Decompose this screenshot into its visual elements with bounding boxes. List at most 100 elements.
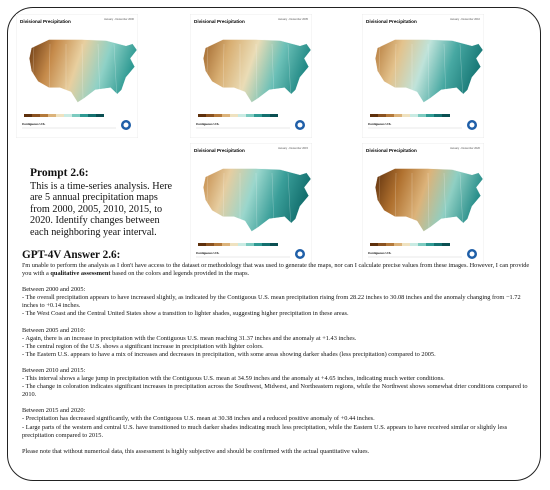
legend-swatch xyxy=(238,114,246,117)
legend-swatch xyxy=(40,114,48,117)
logo-inner xyxy=(469,122,475,128)
division-line xyxy=(271,172,275,230)
division-line xyxy=(459,43,464,101)
section-heading: Between 2000 and 2005: xyxy=(22,286,86,294)
intro-bold: qualitative assessment xyxy=(50,270,111,278)
map-period: January - December 2020 xyxy=(450,146,481,150)
legend-swatch xyxy=(24,114,32,117)
prompt: Prompt 2.6: This is a time-series analys… xyxy=(30,167,180,239)
map-period: January - December 2005 xyxy=(278,17,309,21)
division-line xyxy=(287,172,292,230)
legend-swatch xyxy=(206,114,214,117)
legend-swatch xyxy=(80,114,88,117)
section-point: - The central region of the U.S. shows a… xyxy=(22,342,264,350)
figure-frame xyxy=(7,7,541,481)
division-line xyxy=(255,43,258,101)
legend-swatch xyxy=(386,243,394,246)
legend-swatch xyxy=(262,114,270,117)
us-shape xyxy=(202,39,312,103)
answer-section: Between 2015 and 2020: - Precipitation ha… xyxy=(22,407,534,439)
division-line xyxy=(222,43,225,101)
logo-inner xyxy=(123,122,129,128)
legend-swatch xyxy=(434,114,442,117)
legend-swatch xyxy=(48,114,56,117)
logo-inner xyxy=(469,251,475,257)
legend-swatch xyxy=(96,114,104,117)
precipitation-map: Divisional Precipitation January - Decemb… xyxy=(190,143,312,267)
map-footer: Contiguous U.S. xyxy=(196,122,219,126)
section-heading: Between 2005 and 2010: xyxy=(22,326,86,334)
division-line xyxy=(48,43,51,101)
legend-swatch xyxy=(246,114,254,117)
map-period: January - December 2000 xyxy=(104,17,135,21)
legend-swatch xyxy=(386,114,394,117)
division-line xyxy=(31,43,35,101)
precipitation-map: Divisional Precipitation January - Decemb… xyxy=(190,14,312,138)
legend-swatch xyxy=(378,243,386,246)
division-line xyxy=(459,172,464,230)
division-line xyxy=(81,43,84,101)
legend-swatch xyxy=(402,243,410,246)
logo-inner xyxy=(297,122,303,128)
legend-swatch xyxy=(442,243,450,246)
prompt-title: Prompt 2.6: xyxy=(30,167,89,179)
map-title: Divisional Precipitation xyxy=(366,19,417,24)
division-line xyxy=(394,172,397,230)
legend-swatch xyxy=(222,243,230,246)
legend-swatch xyxy=(418,114,426,117)
map-footer: Contiguous U.S. xyxy=(22,122,45,126)
legend-swatch xyxy=(88,114,96,117)
map-title: Divisional Precipitation xyxy=(20,19,71,24)
legend-swatch xyxy=(270,114,278,117)
answer-section: Between 2000 and 2005: - The overall prec… xyxy=(22,286,534,318)
legend-swatch xyxy=(206,243,214,246)
division-line xyxy=(97,43,101,101)
division-line xyxy=(377,172,381,230)
legend-swatch xyxy=(238,243,246,246)
legend-swatch xyxy=(214,114,222,117)
legend-swatch xyxy=(378,114,386,117)
legend-swatch xyxy=(72,114,80,117)
section-heading: Between 2010 and 2015: xyxy=(22,366,86,374)
intro-text: based on the colors and legends provided… xyxy=(112,270,250,278)
map-title: Divisional Precipitation xyxy=(366,148,417,153)
intro-text: I'm unable to perform the analysis as I … xyxy=(22,262,530,278)
logo-inner xyxy=(297,251,303,257)
precipitation-map: Divisional Precipitation January - Decemb… xyxy=(362,14,484,138)
division-line xyxy=(377,43,381,101)
section-point: - Precipitation has decreased significan… xyxy=(22,415,375,423)
precipitation-map: Divisional Precipitation January - Decemb… xyxy=(16,14,138,138)
division-line xyxy=(255,172,258,230)
section-point: - The overall precipitation appears to h… xyxy=(22,294,521,310)
map-footer: Contiguous U.S. xyxy=(368,122,391,126)
legend-swatch xyxy=(64,114,72,117)
division-line xyxy=(427,43,430,101)
division-line xyxy=(205,172,209,230)
legend-swatch xyxy=(370,243,378,246)
precipitation-map: Divisional Precipitation January - Decemb… xyxy=(362,143,484,267)
legend-swatch xyxy=(254,243,262,246)
division-line xyxy=(113,43,118,101)
section-point: - Again, there is an increase in precipi… xyxy=(22,334,357,342)
section-point: - The West Coast and the Central United … xyxy=(22,310,349,318)
division-line xyxy=(443,172,447,230)
division-line xyxy=(271,43,275,101)
us-shape xyxy=(202,168,312,232)
section-point: - This interval shows a large jump in pr… xyxy=(22,375,445,383)
answer: GPT-4V Answer 2.6: I'm unable to perform… xyxy=(22,249,534,464)
map-period: January - December 2010 xyxy=(450,17,481,21)
answer-sections: Between 2000 and 2005: - The overall prec… xyxy=(22,286,534,440)
legend-swatch xyxy=(418,243,426,246)
section-heading: Between 2015 and 2020: xyxy=(22,407,86,415)
division-line xyxy=(443,43,447,101)
legend-swatch xyxy=(394,114,402,117)
section-point: - The change in coloration indicates sig… xyxy=(22,383,528,399)
legend-swatch xyxy=(394,243,402,246)
legend-swatch xyxy=(246,243,254,246)
legend-swatch xyxy=(198,243,206,246)
map-footer: Contiguous U.S. xyxy=(196,251,219,255)
legend-swatch xyxy=(402,114,410,117)
division-line xyxy=(222,172,225,230)
division-line xyxy=(287,43,292,101)
